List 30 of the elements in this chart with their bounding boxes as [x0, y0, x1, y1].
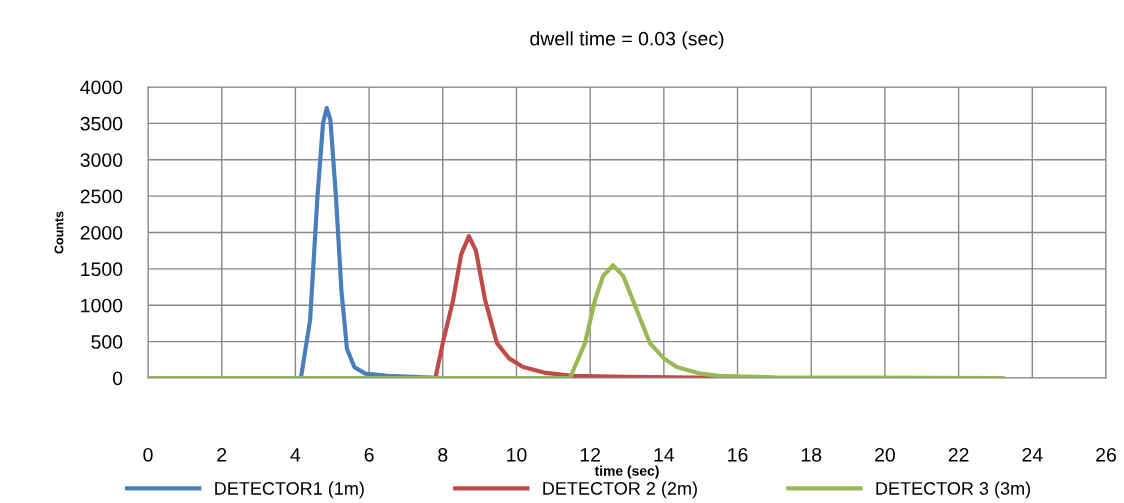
x-tick-label: 20	[875, 447, 895, 462]
y-axis-title: Counts	[54, 211, 64, 254]
x-axis-title: time (sec)	[594, 465, 659, 479]
x-tick-label: 10	[507, 447, 527, 462]
x-tick-label: 12	[580, 447, 600, 462]
chart-title: dwell time = 0.03 (sec)	[530, 31, 724, 50]
y-tick-label: 4000	[80, 80, 123, 95]
y-tick-label: 1500	[81, 262, 123, 277]
x-tick-label: 0	[143, 447, 153, 462]
line-series	[148, 263, 1005, 378]
y-tick-label: 3000	[80, 153, 123, 167]
y-tick-label: 1000	[81, 298, 123, 313]
x-tick-label: 2	[217, 447, 227, 462]
y-tick-label: 500	[91, 335, 123, 349]
x-tick-label: 22	[948, 447, 969, 462]
x-tick-label: 26	[1096, 447, 1116, 462]
x-tick-label: 8	[438, 447, 448, 462]
y-tick-label: 2000	[80, 225, 123, 240]
x-tick-label: 18	[801, 447, 822, 462]
legend-label: DETECTOR1 (1m)	[215, 481, 364, 499]
legend-label: DETECTOR 2 (2m)	[543, 481, 697, 499]
x-tick-label: 14	[654, 448, 675, 462]
legend-label: DETECTOR 3 (3m)	[876, 481, 1030, 499]
x-tick-label: 24	[1022, 447, 1043, 462]
y-tick-label: 2500	[80, 189, 123, 204]
x-tick-label: 6	[364, 447, 374, 462]
y-tick-label: 3500	[80, 116, 123, 131]
x-tick-label: 4	[290, 448, 301, 462]
x-tick-label: 16	[728, 447, 748, 462]
y-tick-label: 0	[112, 371, 123, 386]
